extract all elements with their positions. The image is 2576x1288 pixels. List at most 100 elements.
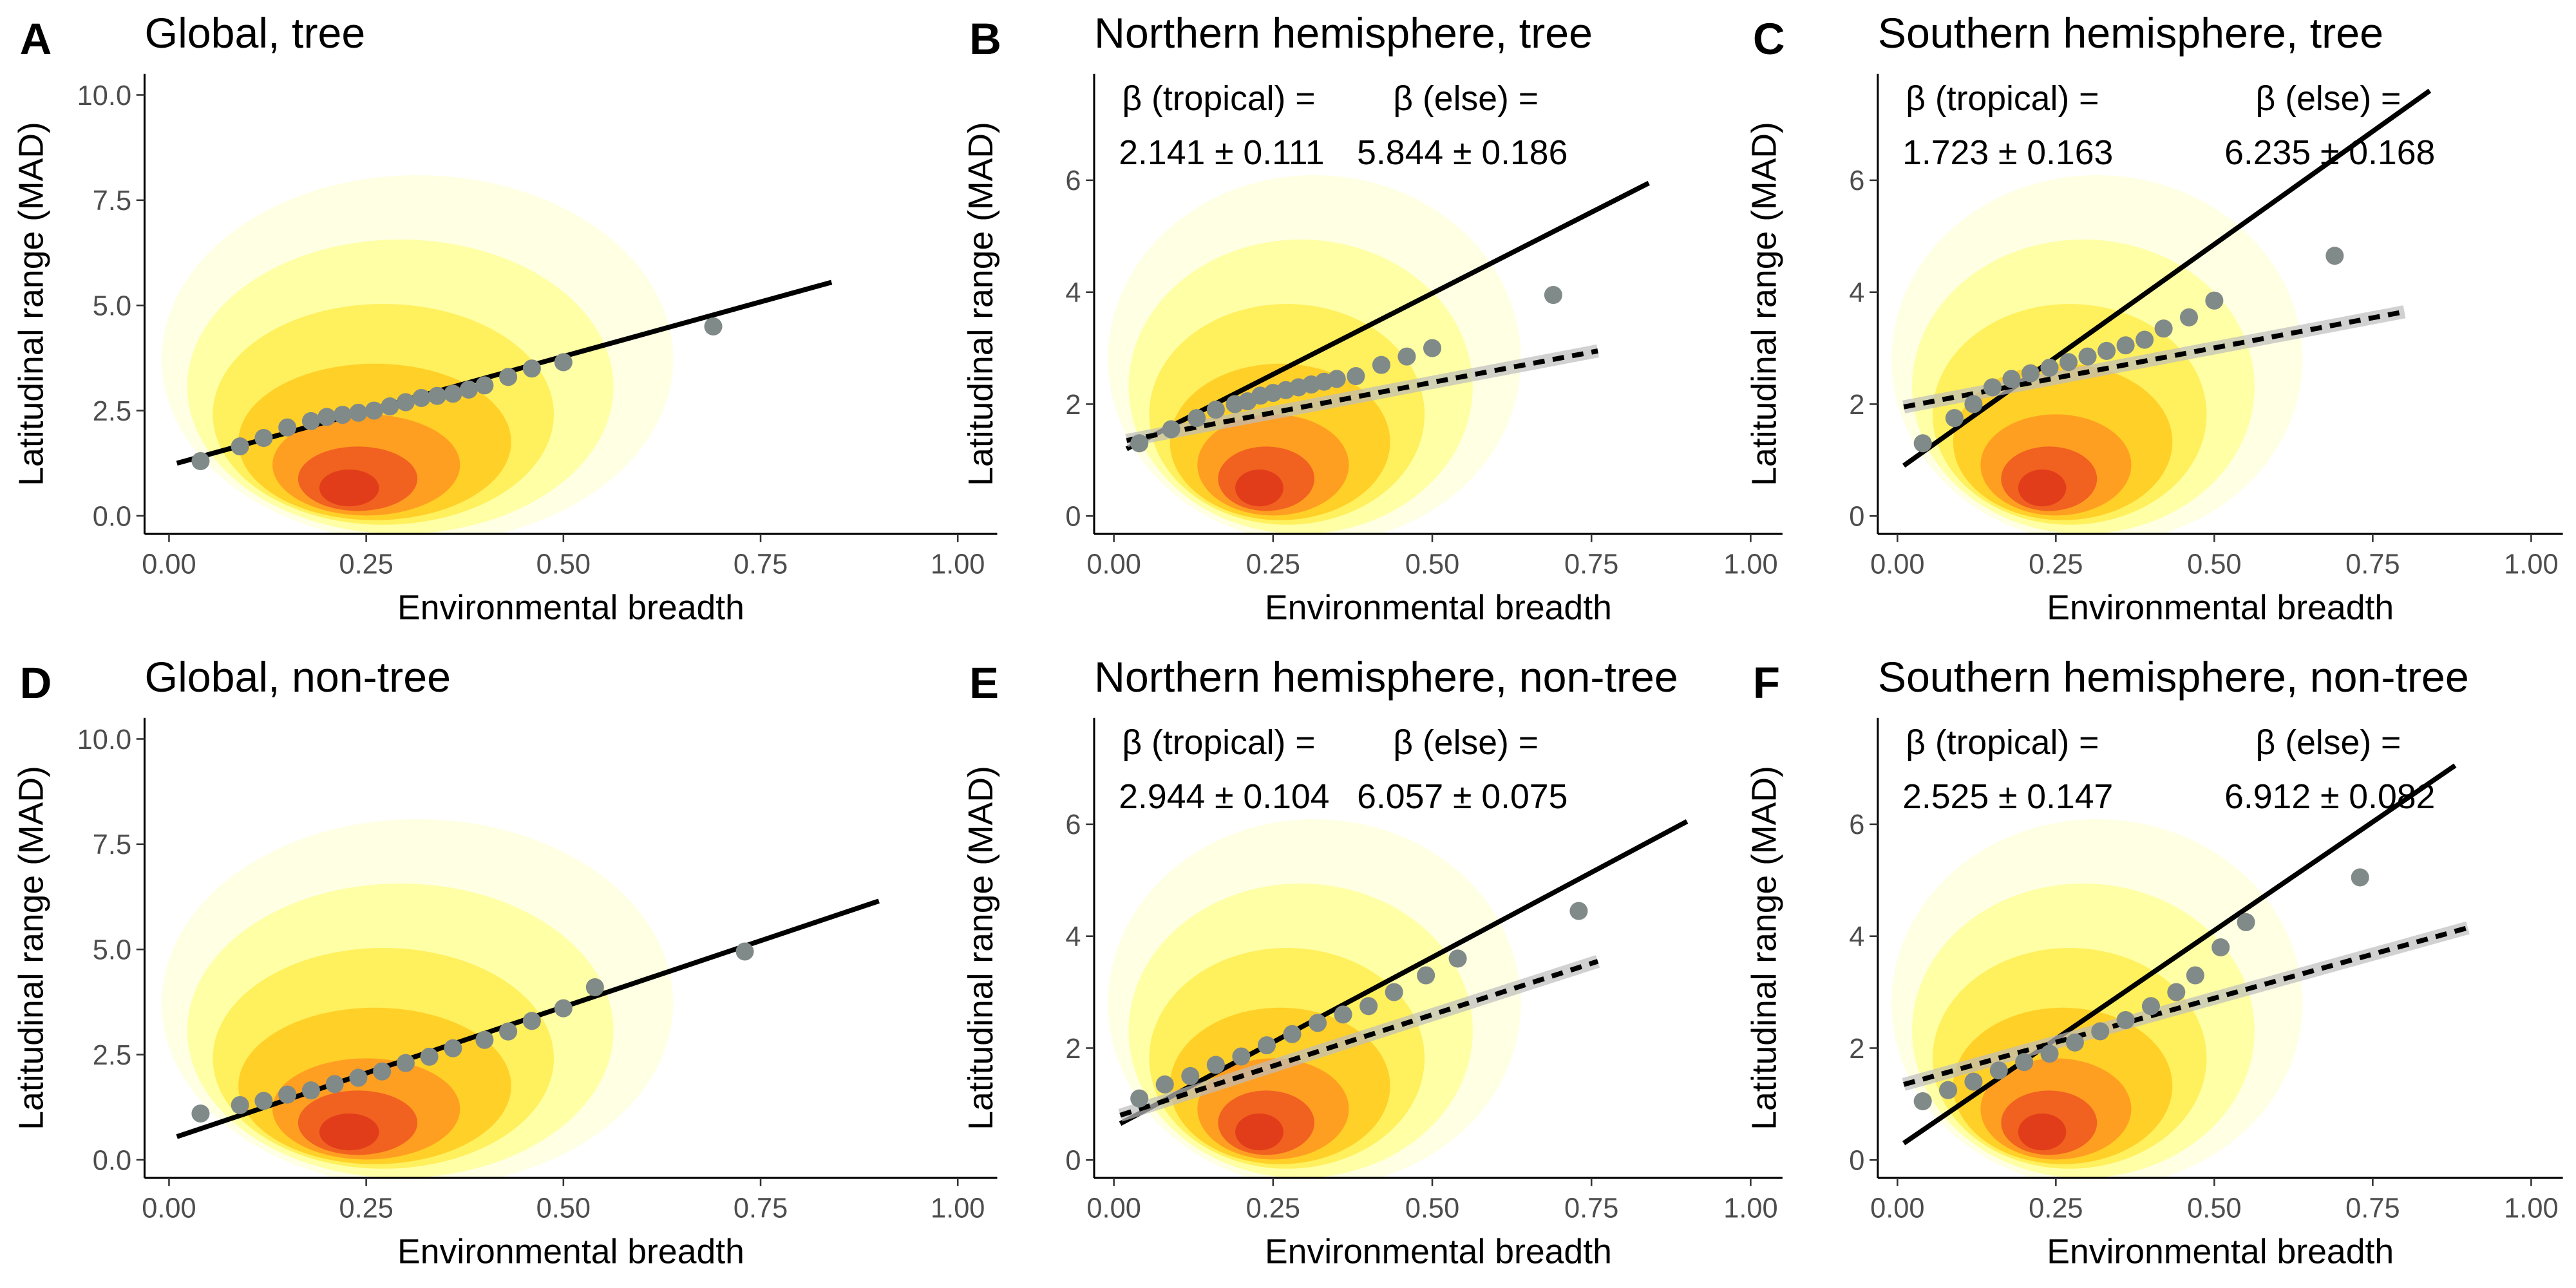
- annotation: β (else) =: [2256, 724, 2401, 762]
- panel-letter: E: [969, 658, 999, 708]
- y-tick-label: 6: [1849, 810, 1864, 840]
- point: [2078, 347, 2097, 366]
- annotation: 6.235 ± 0.168: [2224, 134, 2435, 172]
- y-tick-label: 0.0: [93, 501, 131, 532]
- point: [1283, 1025, 1302, 1043]
- y-tick-label: 0: [1065, 502, 1081, 533]
- point: [2167, 983, 2186, 1001]
- panel: 0.00 0.25 0.50 0.75 1.00 0 2 4 6 C Southern hemisp…: [1746, 10, 2563, 627]
- panel-letter: D: [20, 658, 52, 708]
- point: [373, 1062, 392, 1081]
- annotation: β (tropical) =: [1906, 80, 2099, 118]
- point: [444, 384, 462, 403]
- point: [2040, 1045, 2059, 1063]
- annotation: 6.057 ± 0.075: [1357, 778, 1567, 816]
- y-tick-label: 4: [1065, 922, 1081, 952]
- point: [231, 437, 249, 456]
- point: [2205, 291, 2224, 310]
- y-tick-label: 5.0: [93, 935, 131, 966]
- panel-letter: F: [1753, 658, 1780, 708]
- y-tick-label: 2.5: [93, 1040, 131, 1071]
- point: [1206, 401, 1225, 419]
- x-tick-label: 0.00: [1086, 549, 1141, 580]
- point: [191, 451, 210, 471]
- point: [1417, 966, 1435, 985]
- y-tick-label: 6: [1849, 166, 1864, 196]
- panel-title: Northern hemisphere, tree: [1094, 10, 1593, 57]
- x-tick-label: 0.00: [1870, 1193, 1924, 1224]
- point: [2141, 997, 2160, 1016]
- point: [444, 1039, 462, 1057]
- point: [2237, 913, 2255, 931]
- density-layer: [319, 1113, 379, 1151]
- point: [1359, 997, 1378, 1016]
- point: [301, 412, 320, 430]
- panel: 0.00 0.25 0.50 0.75 1.00 0 2 4 6 B Northern hemisp…: [962, 10, 1783, 627]
- density-layer: [2018, 469, 2067, 507]
- panel: 0.00 0.25 0.50 0.75 1.00 0 2 4 6 F Southern hemisp…: [1746, 654, 2563, 1271]
- density-layer: [1235, 1113, 1283, 1151]
- x-tick-label: 0.50: [1405, 1193, 1459, 1224]
- annotation: β (tropical) =: [1906, 724, 2099, 762]
- annotation: 2.944 ± 0.104: [1119, 778, 1329, 816]
- point: [499, 1022, 518, 1041]
- point: [1162, 420, 1180, 439]
- point: [2015, 1053, 2034, 1072]
- x-axis-label: Environmental breadth: [1265, 1233, 1612, 1271]
- y-tick-label: 2.5: [93, 396, 131, 427]
- x-tick-label: 1.00: [1723, 1193, 1777, 1224]
- panel-title: Global, tree: [144, 10, 365, 57]
- point: [231, 1095, 249, 1115]
- point: [1448, 949, 1467, 968]
- point: [2136, 330, 2154, 349]
- point: [1130, 1089, 1149, 1108]
- density: [1891, 175, 2303, 535]
- x-tick-label: 1.00: [2504, 1193, 2558, 1224]
- annotation: 2.141 ± 0.111: [1119, 134, 1324, 172]
- y-tick-label: 0: [1065, 1146, 1081, 1177]
- point: [522, 1012, 541, 1030]
- y-axis-label: Latitudinal range (MAD): [12, 766, 50, 1130]
- point: [2116, 336, 2135, 355]
- point: [1385, 983, 1403, 1001]
- y-tick-label: 6: [1065, 810, 1081, 840]
- y-tick-label: 10.0: [77, 80, 131, 111]
- y-tick-label: 2: [1065, 390, 1081, 421]
- point: [1334, 1005, 1352, 1024]
- point: [1232, 1047, 1251, 1066]
- x-tick-label: 1.00: [2504, 549, 2558, 580]
- x-tick-label: 0.25: [2029, 1193, 2083, 1224]
- point: [2091, 1022, 2110, 1041]
- x-tick-label: 0.75: [2345, 549, 2400, 580]
- annotation: 1.723 ± 0.163: [1902, 134, 2113, 172]
- y-tick-label: 5.0: [93, 291, 131, 322]
- point: [1372, 355, 1390, 374]
- point: [2059, 353, 2078, 372]
- panel: 0.00 0.25 0.50 0.75 1.00 0.0 2.5 5.0 7.5 10.0 D Glo…: [12, 654, 998, 1271]
- density: [162, 819, 674, 1179]
- point: [2065, 1033, 2084, 1052]
- x-tick-label: 0.50: [536, 549, 591, 580]
- point: [1983, 378, 2002, 397]
- x-tick-label: 0.75: [734, 549, 788, 580]
- y-tick-label: 0.0: [93, 1145, 131, 1176]
- point: [191, 1104, 210, 1123]
- point: [428, 386, 446, 405]
- point: [475, 1030, 494, 1049]
- y-tick-label: 6: [1065, 166, 1081, 196]
- y-tick-label: 2: [1849, 1034, 1864, 1065]
- panel: 0.00 0.25 0.50 0.75 1.00 0.0 2.5 5.0 7.5 10.0 A Glo…: [12, 10, 998, 627]
- point: [1206, 1056, 1225, 1074]
- y-axis-label: Latitudinal range (MAD): [962, 122, 1000, 486]
- point: [396, 1054, 415, 1072]
- point: [1257, 1036, 1276, 1055]
- density-layer: [319, 469, 379, 507]
- density: [1891, 819, 2303, 1179]
- point: [2179, 308, 2199, 327]
- y-tick-label: 0: [1849, 1146, 1864, 1177]
- panel-letter: A: [20, 14, 52, 64]
- point: [1945, 409, 1964, 428]
- point: [1964, 1072, 1983, 1091]
- point: [2021, 364, 2040, 383]
